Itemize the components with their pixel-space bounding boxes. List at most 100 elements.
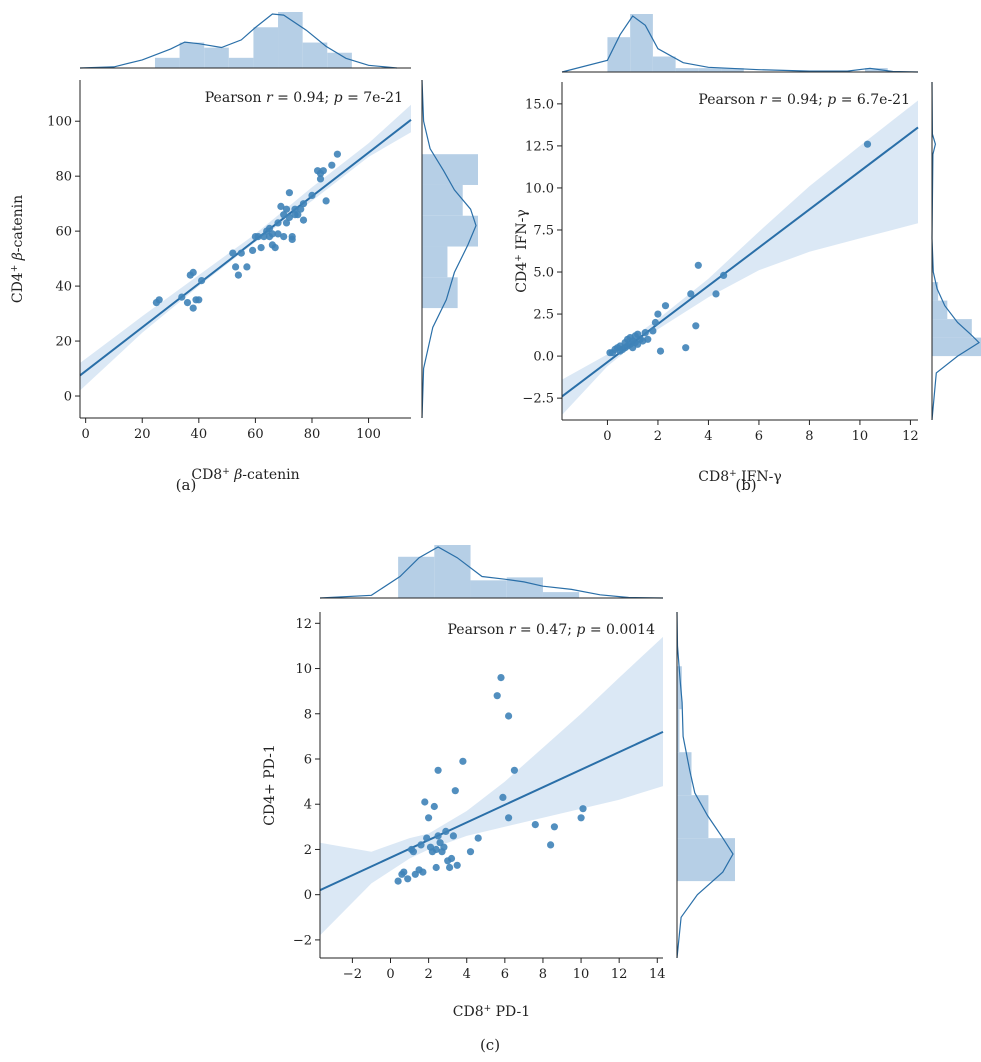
data-point <box>577 814 585 822</box>
x-tick-label: 14 <box>649 967 666 982</box>
y-tick-label: 0 <box>304 888 312 903</box>
data-point <box>294 211 302 219</box>
annotation-p-value: = 0.0014 <box>585 622 655 638</box>
hist-bar <box>864 68 888 72</box>
x-tick-label: 0 <box>603 429 611 444</box>
data-point <box>333 150 341 158</box>
hist-bar <box>470 580 507 598</box>
data-point <box>531 821 539 829</box>
hist-bar <box>677 666 682 710</box>
data-point <box>720 271 728 279</box>
data-point <box>198 277 206 285</box>
y-tick-label: 6 <box>304 752 312 767</box>
data-point <box>421 798 429 806</box>
annotation-prefix: Pearson <box>448 622 509 638</box>
hist-bar <box>607 37 631 72</box>
data-point <box>649 327 657 335</box>
data-point <box>280 211 288 219</box>
y-axis-label-base: CD4+ PD-1 <box>262 744 278 826</box>
data-point <box>183 299 192 307</box>
hist-bar <box>677 709 680 753</box>
data-point <box>409 848 417 856</box>
regression-line <box>319 730 664 892</box>
annotation-r-value: = 0.94; <box>273 90 334 106</box>
data-point <box>288 235 296 243</box>
data-point <box>423 834 431 842</box>
data-point <box>189 268 197 276</box>
marginal-histogram-x <box>79 12 411 69</box>
x-tick-label: 40 <box>191 427 208 442</box>
hist-bar <box>652 56 676 72</box>
data-point <box>400 868 408 876</box>
data-point <box>493 692 501 700</box>
y-tick-label: 80 <box>55 170 72 185</box>
marginal-histogram-y <box>931 81 981 421</box>
kde-curve-x <box>561 15 919 73</box>
data-point <box>712 290 720 298</box>
y-tick-label: 10.0 <box>525 181 554 196</box>
y-tick-label: 7.5 <box>533 223 554 238</box>
data-point <box>661 302 670 310</box>
x-tick-label: 4 <box>463 967 471 982</box>
data-point <box>297 205 305 213</box>
data-point <box>237 249 245 257</box>
x-axis-label-rest: IFN-γ <box>737 469 782 485</box>
data-point <box>280 233 288 241</box>
x-tick-label: 4 <box>704 429 712 444</box>
scatter-points <box>152 150 341 312</box>
hist-bar <box>434 545 471 598</box>
data-point <box>285 213 293 221</box>
data-point <box>425 814 433 822</box>
hist-bar <box>302 42 328 68</box>
data-point <box>419 868 427 876</box>
data-point <box>178 293 186 301</box>
y-tick-label: 4 <box>304 798 312 813</box>
x-axis-label-rest: PD-1 <box>491 1004 530 1020</box>
y-axis-label-symbol: β <box>10 252 26 265</box>
x-tick-label: 6 <box>501 967 509 982</box>
data-point <box>243 263 251 271</box>
data-point <box>257 244 265 252</box>
annotation-r-symbol: r <box>266 90 274 106</box>
x-axis-label: CD8+ PD-1 <box>453 1004 530 1020</box>
hist-bar <box>698 68 722 72</box>
annotation-p-symbol: p <box>576 622 585 638</box>
panel-3: −2 0 2 4 6 8 10 12 14 −2 0 2 4 6 8 10 12 CD8+ PD-1 CD4+ PD… <box>262 545 735 1054</box>
hist-bar <box>542 592 580 598</box>
confidence-band <box>320 636 663 936</box>
data-point <box>322 197 330 205</box>
y-axis-label: CD4+ PD-1 <box>262 744 278 826</box>
data-point <box>274 219 282 227</box>
data-point <box>417 841 425 849</box>
x-axis-label: CD8+ IFN-γ <box>698 469 781 485</box>
x-axis-label-symbol: β <box>230 467 243 483</box>
hist-bar <box>932 319 972 338</box>
panel-label: (a) <box>176 476 197 494</box>
marginal-histogram-y <box>676 611 735 959</box>
data-point <box>282 219 291 227</box>
x-tick-label: 6 <box>755 429 763 444</box>
scatter-points <box>606 140 872 357</box>
hist-bar <box>179 42 205 68</box>
y-axis-label: CD4+ IFN-γ <box>514 209 530 292</box>
hist-bar <box>228 57 254 68</box>
data-point <box>656 347 665 355</box>
data-point <box>432 863 440 872</box>
data-point <box>260 233 268 241</box>
marginal-histogram-x <box>319 545 664 599</box>
x-axis-label-rest: -catenin <box>242 467 299 483</box>
data-point <box>434 766 442 774</box>
hist-bar <box>677 838 735 882</box>
annotation-p-value: = 7e-21 <box>343 90 403 106</box>
y-tick-label: 5.0 <box>533 266 554 281</box>
y-axis-label-base: CD4 <box>10 272 26 303</box>
data-point <box>547 841 555 849</box>
x-tick-label: 20 <box>134 427 151 442</box>
data-point <box>328 161 336 169</box>
x-axis-label-sup: + <box>222 467 230 477</box>
y-tick-label: 20 <box>55 335 72 350</box>
y-axis-label-rest: -catenin <box>10 195 26 252</box>
x-tick-label: 60 <box>247 427 264 442</box>
